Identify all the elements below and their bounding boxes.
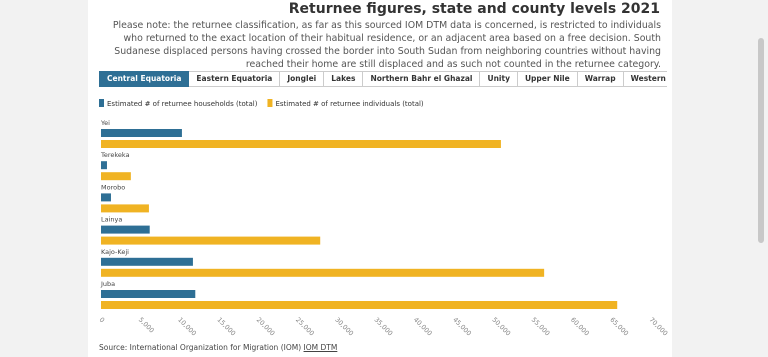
title: Returnee figures, state and county level… [288, 1, 660, 17]
x-tick-label: 65,000 [608, 316, 630, 338]
bar [101, 172, 131, 181]
tab[interactable]: Eastern Equatoria [189, 71, 281, 87]
note: Please note: the returnee classification… [112, 20, 661, 70]
tab[interactable]: Central Equatoria [99, 71, 190, 87]
bar [101, 268, 545, 277]
source-link[interactable]: IOM DTM [303, 343, 338, 352]
bar [101, 301, 618, 309]
x-tick-label: 15,000 [215, 316, 237, 338]
x-tick-label: 60,000 [569, 316, 591, 338]
x-tick-label: 70,000 [648, 316, 670, 338]
x-tick-label: 20,000 [255, 316, 277, 338]
bar [101, 236, 321, 245]
x-tick-label: 50,000 [490, 316, 512, 338]
source-text: Source: International Organization for M… [99, 343, 302, 352]
x-tick-label: 55,000 [530, 316, 552, 338]
bar [101, 225, 150, 234]
legend-swatch [99, 99, 104, 107]
x-tick-label: 45,000 [451, 316, 473, 338]
bar [101, 290, 196, 298]
category-label: Kajo-Keji [101, 248, 129, 256]
legend-label: Estimated # of returnee households (tota… [107, 100, 258, 108]
bar [101, 140, 501, 148]
x-tick-label: 5,000 [137, 316, 156, 335]
scrollbar[interactable] [758, 38, 764, 243]
category-label: Terekeka [100, 151, 130, 159]
tab[interactable]: Unity [480, 71, 518, 87]
x-tick-label: 35,000 [373, 316, 395, 338]
x-tick-label: 0 [98, 316, 107, 325]
tab[interactable]: Western Bahr el Ghazal [623, 71, 667, 87]
tab[interactable]: Lakes [324, 71, 364, 87]
bar [101, 257, 193, 266]
x-tick-label: 25,000 [294, 316, 316, 338]
x-tick-label: 30,000 [333, 316, 355, 338]
bar [101, 161, 107, 170]
bar [101, 193, 111, 202]
category-label: Morobo [101, 183, 125, 191]
category-label: Lainya [101, 216, 122, 224]
category-label: Juba [100, 280, 115, 288]
bar [101, 129, 182, 137]
bar [101, 204, 149, 213]
tabs: Central Equatoria Eastern Equatoria Jongle… [99, 71, 667, 87]
x-tick-label: 40,000 [412, 316, 434, 338]
legend-label: Estimated # of returnee individuals (tot… [275, 100, 423, 108]
legend-swatch [267, 99, 273, 107]
x-tick-label: 10,000 [176, 316, 198, 338]
tab[interactable]: Upper Nile [517, 71, 578, 87]
chart: Estimated # of returnee households (tota… [98, 99, 670, 338]
category-label: Yei [100, 119, 110, 127]
tab[interactable]: Warrap [577, 71, 624, 87]
source: Source: International Organization for M… [99, 343, 337, 352]
tab[interactable]: Northern Bahr el Ghazal [363, 71, 481, 87]
tab[interactable]: Jonglei [280, 71, 325, 87]
